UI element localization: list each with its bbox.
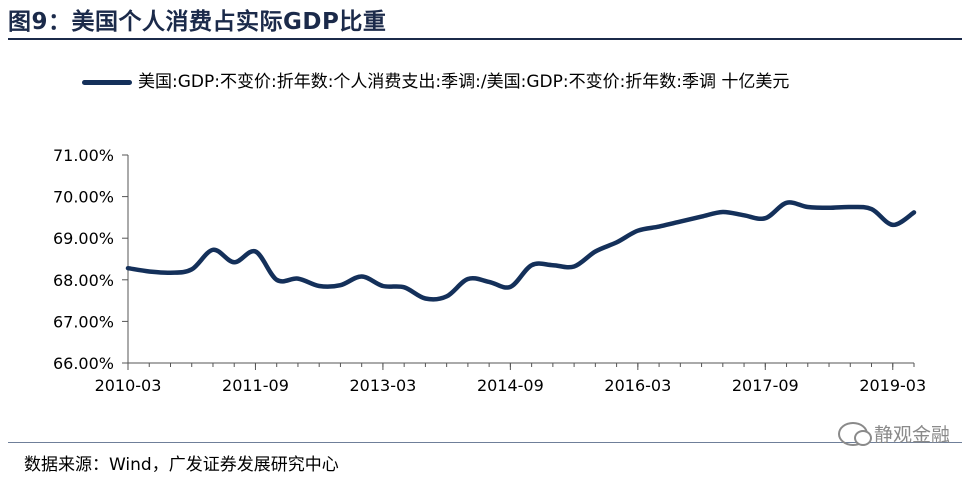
series-line <box>125 200 917 302</box>
x-tick-label: 2019-03 <box>859 376 926 395</box>
x-tick-label: 2013-03 <box>349 376 416 395</box>
y-tick-label: 67.00% <box>53 312 114 331</box>
y-tick-label: 70.00% <box>53 188 114 207</box>
watermark-text: 静观金融 <box>873 424 950 446</box>
title-divider <box>8 38 962 40</box>
x-tick-label: 2016-03 <box>604 376 671 395</box>
source-divider <box>8 442 962 443</box>
x-tick-label: 2011-09 <box>222 376 289 395</box>
legend-label: 美国:GDP:不变价:折年数:个人消费支出:季调:/美国:GDP:不变价:折年数… <box>138 72 790 92</box>
y-tick-label: 69.00% <box>53 229 114 248</box>
watermark: 静观金融 <box>837 420 950 447</box>
source-note: 数据来源：Wind，广发证券发展研究中心 <box>24 455 339 475</box>
figure-title: 图9：美国个人消费占实际GDP比重 <box>8 9 387 35</box>
y-tick-label: 68.00% <box>53 271 114 290</box>
x-tick-label: 2017-09 <box>732 376 799 395</box>
chart-legend: 美国:GDP:不变价:折年数:个人消费支出:季调:/美国:GDP:不变价:折年数… <box>82 70 922 94</box>
x-tick-label: 2010-03 <box>95 376 162 395</box>
y-tick-label: 66.00% <box>53 354 114 373</box>
y-tick-label: 71.00% <box>53 146 114 165</box>
wechat-icon <box>837 421 872 446</box>
x-tick-label: 2014-09 <box>477 376 544 395</box>
legend-swatch <box>82 80 132 85</box>
